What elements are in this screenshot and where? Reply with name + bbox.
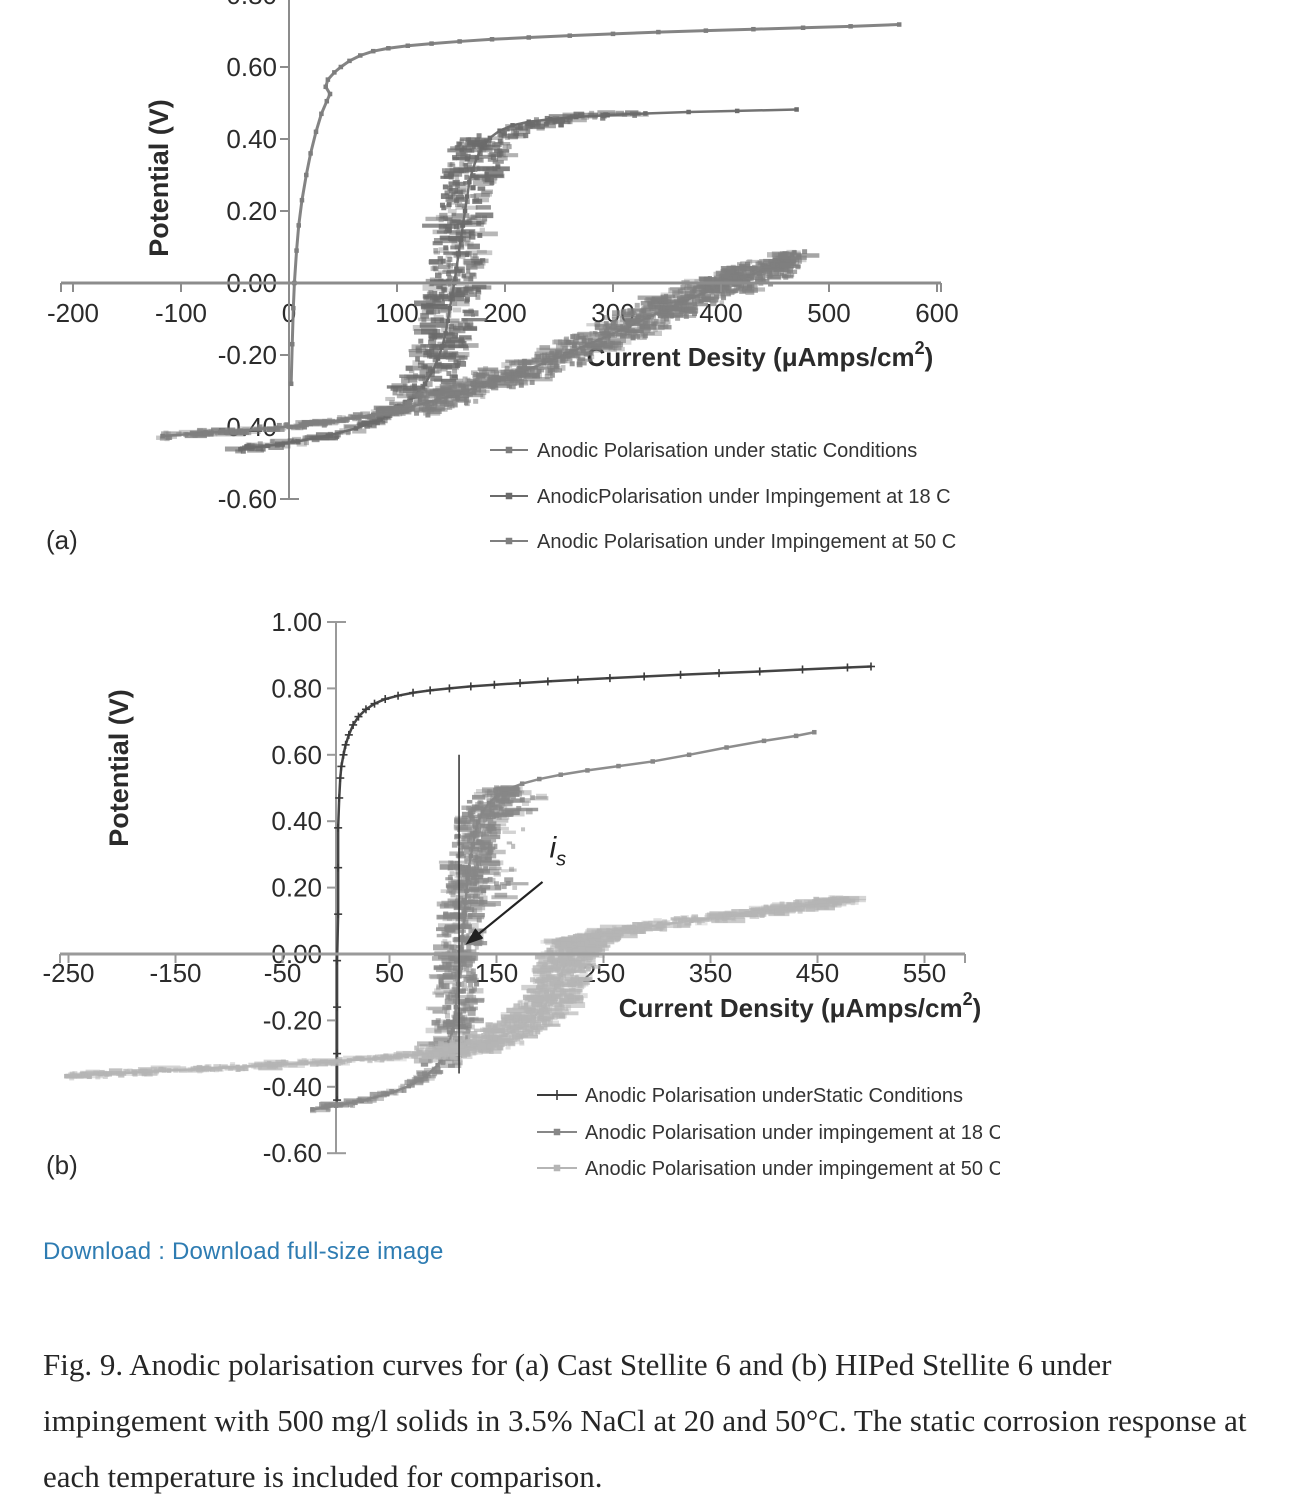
- svg-text:-0.60: -0.60: [218, 484, 277, 514]
- svg-text:0.20: 0.20: [271, 873, 322, 903]
- legend-item-2: Anodic Polarisation under Impingement at…: [490, 531, 956, 553]
- legend-label: AnodicPolarisation under Impingement at …: [537, 486, 951, 508]
- download-link[interactable]: Download: [43, 1238, 152, 1265]
- svg-text:-0.20: -0.20: [218, 340, 277, 370]
- legend-item-0: Anodic Polarisation under static Conditi…: [490, 440, 917, 462]
- legend-item-1: Anodic Polarisation under impingement at…: [537, 1122, 1000, 1144]
- svg-text:100: 100: [375, 298, 418, 328]
- svg-text:200: 200: [483, 298, 526, 328]
- chart-a-cast-stellite: -200-10001002003004005006000.800.600.400…: [46, 0, 959, 555]
- svg-text:0.80: 0.80: [271, 673, 322, 703]
- series-1: [310, 729, 817, 1114]
- x-axis-title: Current Density (μAmps/cm2): [619, 989, 982, 1023]
- svg-text:-200: -200: [47, 298, 99, 328]
- y-axis-title: Potential (V): [144, 99, 174, 257]
- chart-b-hiped-stellite: -250 -150 -50 50 150 250 350 450 5501.000.800.60…: [42, 607, 1000, 1180]
- svg-text:0.60: 0.60: [271, 740, 322, 770]
- download-fullsize-link[interactable]: Download full-size image: [171, 1238, 444, 1265]
- tick-labels: -200-10001002003004005006000.800.600.400…: [47, 0, 959, 514]
- legend: Anodic Polarisation under static Conditi…: [490, 440, 956, 553]
- series-2: [64, 895, 867, 1081]
- svg-text:600: 600: [915, 298, 958, 328]
- svg-text:-100: -100: [155, 298, 207, 328]
- series-1: [224, 107, 799, 454]
- svg-text:0.60: 0.60: [226, 52, 277, 82]
- legend-item-0: Anodic Polarisation underStatic Conditio…: [537, 1085, 963, 1107]
- download-separator: :: [151, 1238, 172, 1265]
- panel-label: (a): [46, 525, 78, 555]
- svg-text:1.00: 1.00: [271, 607, 322, 637]
- x-axis-ticks: [60, 283, 942, 292]
- svg-text:0.40: 0.40: [226, 124, 277, 154]
- panel-label: (b): [46, 1150, 78, 1180]
- svg-text:0.20: 0.20: [226, 196, 277, 226]
- legend-label: Anodic Polarisation underStatic Conditio…: [585, 1085, 963, 1107]
- svg-text:-0.60: -0.60: [263, 1138, 322, 1168]
- x-axis-ticks: [59, 954, 966, 963]
- legend-label: Anodic Polarisation under static Conditi…: [537, 440, 917, 462]
- legend-label: Anodic Polarisation under impingement at…: [585, 1158, 1000, 1180]
- svg-text:0.40: 0.40: [271, 806, 322, 836]
- legend-label: Anodic Polarisation under Impingement at…: [537, 531, 956, 553]
- x-axis-title: Current Desity (μAmps/cm2): [587, 338, 934, 372]
- series-0: [333, 662, 875, 1105]
- svg-text:0.80: 0.80: [226, 0, 277, 10]
- svg-text:500: 500: [807, 298, 850, 328]
- is-label: is: [549, 832, 566, 871]
- series-0: [288, 22, 902, 387]
- svg-text:-0.20: -0.20: [263, 1005, 322, 1035]
- download-bar: Download : Download full-size image: [43, 1238, 444, 1266]
- legend-label: Anodic Polarisation under impingement at…: [585, 1122, 1000, 1144]
- is-arrow: [472, 881, 544, 940]
- legend-item-1: AnodicPolarisation under Impingement at …: [490, 486, 951, 508]
- is-annotation: is: [458, 754, 566, 1074]
- y-axis-title: Potential (V): [104, 689, 134, 847]
- legend-item-2: Anodic Polarisation under impingement at…: [537, 1158, 1000, 1180]
- legend: Anodic Polarisation underStatic Conditio…: [537, 1085, 1000, 1180]
- svg-text:-0.40: -0.40: [263, 1072, 322, 1102]
